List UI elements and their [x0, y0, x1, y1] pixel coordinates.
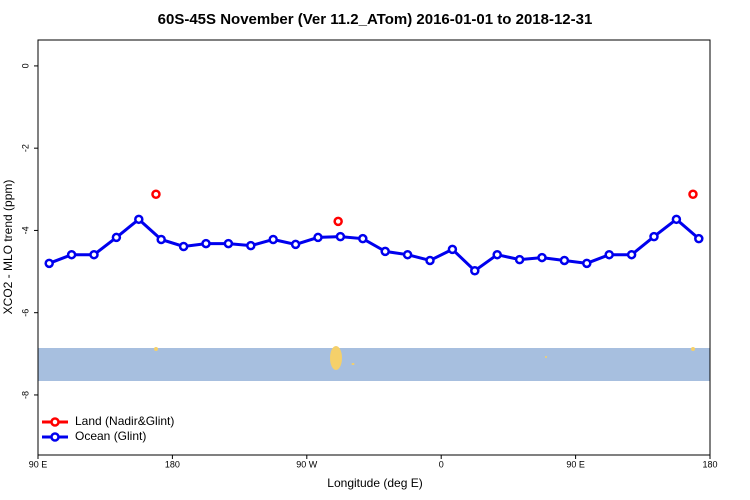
point	[89, 249, 99, 260]
point	[492, 249, 502, 260]
y-tick-label: -2	[20, 144, 30, 152]
legend-marker	[50, 417, 60, 427]
point	[358, 233, 368, 244]
point	[514, 254, 525, 265]
point	[559, 255, 570, 266]
legend-marker	[50, 432, 60, 442]
point	[402, 249, 413, 260]
point	[313, 232, 323, 243]
legend-label: Land (Nadir&Glint)	[75, 414, 174, 428]
y-tick-label: -6	[20, 309, 30, 317]
point	[268, 234, 278, 245]
y-tick-label: -8	[20, 391, 30, 399]
point	[582, 258, 592, 269]
point	[201, 238, 211, 249]
y-tick-label: -4	[20, 226, 30, 234]
point	[447, 244, 458, 255]
point	[66, 249, 77, 260]
point	[333, 216, 343, 227]
point	[688, 189, 698, 199]
point	[290, 239, 301, 250]
point	[151, 189, 161, 199]
point	[694, 233, 704, 244]
point	[335, 231, 346, 242]
point	[380, 246, 390, 257]
point	[156, 234, 166, 245]
x-tick-label: 90 E	[566, 459, 585, 469]
point	[604, 249, 614, 260]
chart-title: 60S-45S November (Ver 11.2_ATom) 2016-01…	[158, 11, 593, 28]
x-tick-label: 90 E	[29, 459, 48, 469]
point	[111, 232, 122, 243]
point	[246, 240, 256, 251]
x-axis-label: Longitude (deg E)	[327, 476, 422, 490]
point	[223, 238, 234, 249]
point	[671, 214, 682, 225]
point	[537, 252, 547, 263]
x-tick-label: 180	[702, 459, 717, 469]
y-axis-label: XCO2 - MLO trend (ppm)	[1, 180, 15, 315]
legend-label: Ocean (Glint)	[75, 429, 146, 443]
point	[134, 214, 144, 225]
series-line	[48, 217, 700, 273]
point	[178, 241, 189, 252]
point	[425, 255, 435, 266]
y-tick-label: 0	[20, 63, 30, 68]
point	[626, 249, 637, 260]
x-tick-label: 90 W	[296, 459, 318, 469]
map-band	[38, 348, 710, 381]
plot-frame	[37, 39, 711, 456]
point	[44, 258, 54, 269]
x-tick-label: 180	[165, 459, 180, 469]
x-tick-label: 0	[439, 459, 444, 469]
point	[470, 265, 480, 276]
land-blobs	[154, 346, 695, 370]
point	[649, 231, 659, 242]
